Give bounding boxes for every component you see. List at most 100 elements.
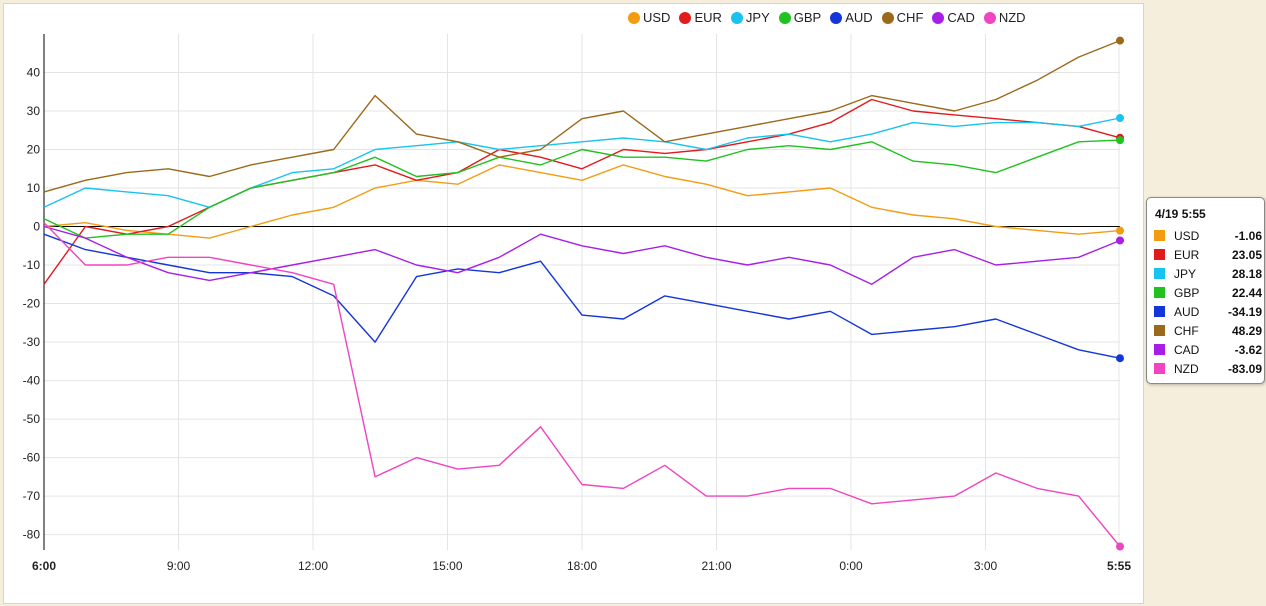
tooltip-value: 48.29	[1231, 323, 1262, 338]
legend: USD EUR JPY GBP AUD CHF CAD NZD	[628, 10, 1035, 25]
y-tick-label: -40	[23, 374, 41, 388]
endpoint-chf	[1116, 36, 1124, 45]
x-tick-label: 0:00	[839, 559, 863, 573]
y-tick-label: -20	[23, 297, 41, 311]
legend-label: USD	[643, 10, 671, 25]
tooltip-value: -34.19	[1227, 304, 1262, 319]
y-tick-label: -50	[23, 412, 41, 426]
legend-dot-icon	[730, 11, 743, 24]
grid	[43, 34, 1120, 550]
tooltip-name: USD	[1174, 228, 1200, 243]
tooltip-row-usd: USD -1.06	[1147, 226, 1264, 245]
tooltip-name: EUR	[1174, 247, 1200, 262]
tooltip-swatch-icon	[1154, 306, 1165, 317]
tooltip-row-eur: EUR 23.05	[1147, 245, 1264, 264]
tooltip-swatch-icon	[1154, 287, 1165, 298]
legend-item-usd[interactable]: USD	[628, 10, 670, 25]
legend-item-cad[interactable]: CAD	[932, 10, 975, 25]
legend-dot-icon	[778, 11, 791, 24]
legend-label: GBP	[793, 10, 822, 25]
legend-dot-icon	[932, 11, 945, 24]
legend-dot-icon	[830, 11, 843, 24]
tooltip-row-jpy: JPY 28.18	[1147, 264, 1264, 283]
tooltip-name: JPY	[1174, 266, 1197, 281]
endpoint-nzd	[1116, 542, 1124, 551]
x-tick-label: 9:00	[167, 559, 191, 573]
y-tick-label: 0	[33, 220, 40, 234]
tooltip-row-cad: CAD -3.62	[1147, 340, 1264, 359]
series-line-chf	[43, 39, 1121, 193]
tooltip-name: AUD	[1174, 304, 1200, 319]
legend-dot-icon	[679, 11, 692, 24]
y-tick-label: 20	[27, 143, 41, 157]
x-tick-label: 5:55	[1107, 559, 1131, 573]
legend-label: EUR	[694, 10, 722, 25]
y-tick-label: 40	[27, 66, 41, 80]
y-tick-label: -10	[23, 258, 41, 272]
tooltip-swatch-icon	[1154, 344, 1165, 355]
tooltip-time: 4/19 5:55	[1155, 207, 1206, 221]
y-tick-label: -80	[23, 528, 41, 542]
legend-item-aud[interactable]: AUD	[830, 10, 873, 25]
endpoint-usd	[1116, 226, 1124, 235]
endpoint-aud	[1116, 354, 1124, 363]
y-tick-label: 10	[27, 181, 41, 195]
tooltip-row-gbp: GBP 22.44	[1147, 283, 1264, 302]
tooltip-row-nzd: NZD -83.09	[1147, 359, 1264, 378]
legend-item-eur[interactable]: EUR	[679, 10, 722, 25]
legend-item-chf[interactable]: CHF	[881, 10, 924, 25]
x-tick-label: 21:00	[701, 559, 731, 573]
axes: 40 30 20 10 0 -10 -20 -30 -40 -50 -60 -70 -80 6:00 9:0…	[23, 34, 1131, 573]
y-tick-label: -70	[23, 489, 41, 503]
legend-label: AUD	[845, 10, 873, 25]
tooltip-name: CHF	[1174, 323, 1199, 338]
legend-dot-icon	[628, 11, 640, 24]
x-tick-label: 3:00	[974, 559, 998, 573]
x-tick-label: 12:00	[298, 559, 328, 573]
x-tick-label: 15:00	[432, 559, 462, 573]
legend-dot-icon	[881, 11, 894, 24]
legend-item-jpy[interactable]: JPY	[730, 10, 770, 25]
hover-tooltip: 4/19 5:55 USD -1.06 EUR 23.05 JPY 28.18 GBP 22.…	[1146, 197, 1265, 384]
legend-item-nzd[interactable]: NZD	[983, 10, 1026, 25]
series-line-nzd	[43, 222, 1121, 547]
chart-panel: 40 30 20 10 0 -10 -20 -30 -40 -50 -60 -70 -80 6:00 9:0…	[3, 3, 1144, 604]
legend-dot-icon	[983, 11, 996, 24]
legend-label: NZD	[998, 10, 1026, 25]
series-line-aud	[43, 233, 1121, 359]
tooltip-swatch-icon	[1154, 363, 1165, 374]
series-line-usd	[43, 164, 1121, 239]
legend-label: CAD	[947, 10, 975, 25]
tooltip-row-aud: AUD -34.19	[1147, 302, 1264, 321]
endpoint-gbp	[1116, 136, 1124, 145]
tooltip-swatch-icon	[1154, 325, 1165, 336]
y-tick-label: -60	[23, 451, 41, 465]
endpoint-jpy	[1116, 114, 1124, 123]
tooltip-value: 28.18	[1231, 266, 1262, 281]
tooltip-value: -83.09	[1227, 361, 1262, 376]
endpoint-cad	[1116, 236, 1124, 245]
y-tick-label: 30	[27, 104, 41, 118]
legend-label: JPY	[745, 10, 770, 25]
tooltip-swatch-icon	[1154, 249, 1165, 260]
series-endpoints	[1116, 36, 1124, 551]
y-tick-label: -30	[23, 335, 41, 349]
x-tick-label: 6:00	[32, 559, 56, 573]
tooltip-value: 22.44	[1231, 285, 1262, 300]
series-line-gbp	[43, 139, 1121, 239]
tooltip-name: CAD	[1174, 342, 1200, 357]
tooltip-value: 23.05	[1231, 247, 1262, 262]
tooltip-value: -1.06	[1234, 228, 1262, 243]
tooltip-value: -3.62	[1234, 342, 1262, 357]
legend-item-gbp[interactable]: GBP	[778, 10, 822, 25]
series-lines	[43, 39, 1121, 547]
tooltip-swatch-icon	[1154, 268, 1165, 279]
x-tick-label: 18:00	[567, 559, 597, 573]
legend-label: CHF	[896, 10, 924, 25]
line-chart: 40 30 20 10 0 -10 -20 -30 -40 -50 -60 -70 -80 6:00 9:0…	[23, 34, 1131, 573]
tooltip-name: GBP	[1174, 285, 1200, 300]
tooltip-row-chf: CHF 48.29	[1147, 321, 1264, 340]
tooltip-name: NZD	[1174, 361, 1199, 376]
series-line-cad	[43, 225, 1121, 285]
tooltip-swatch-icon	[1154, 230, 1165, 241]
